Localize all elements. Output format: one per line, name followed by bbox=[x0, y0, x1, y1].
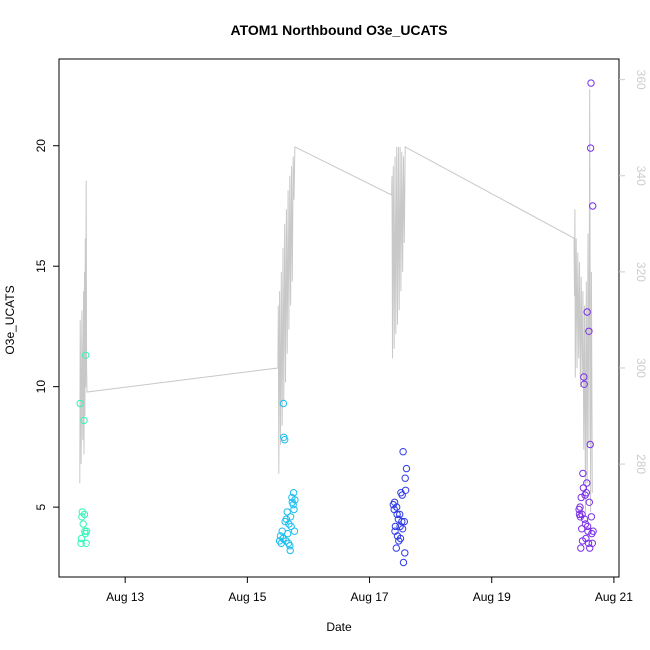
data-point bbox=[396, 534, 405, 543]
data-point bbox=[289, 489, 298, 497]
data-point bbox=[282, 537, 290, 545]
data-point bbox=[291, 496, 299, 504]
y2-tick-label: 280 bbox=[634, 454, 648, 474]
data-point bbox=[585, 498, 593, 506]
x-tick-label: Aug 13 bbox=[106, 590, 144, 604]
data-point bbox=[399, 448, 407, 456]
data-point bbox=[396, 522, 404, 531]
y-tick-label: 10 bbox=[34, 380, 48, 394]
data-point bbox=[583, 308, 591, 316]
y2-tick-label: 300 bbox=[634, 358, 648, 378]
data-point bbox=[281, 436, 289, 444]
x-tick-label: Aug 21 bbox=[595, 590, 633, 604]
data-point bbox=[584, 539, 593, 547]
data-point bbox=[82, 351, 90, 359]
y-axis-label: O3e_UCATS bbox=[3, 285, 17, 354]
data-point bbox=[580, 380, 588, 388]
secondary-series-line bbox=[79, 89, 593, 513]
data-point bbox=[402, 464, 411, 473]
data-point bbox=[585, 327, 593, 335]
data-point bbox=[398, 517, 406, 526]
data-point bbox=[396, 510, 404, 519]
data-point bbox=[587, 513, 596, 521]
data-point bbox=[390, 498, 399, 506]
data-point bbox=[392, 544, 400, 552]
data-point bbox=[393, 510, 401, 519]
data-point bbox=[581, 520, 590, 528]
data-point bbox=[285, 520, 293, 528]
data-point bbox=[580, 373, 588, 381]
data-point bbox=[286, 546, 294, 555]
data-point bbox=[399, 558, 408, 567]
data-point bbox=[576, 503, 584, 511]
x-axis-label: Date bbox=[326, 620, 352, 634]
data-point bbox=[400, 517, 408, 526]
data-point bbox=[398, 525, 407, 533]
data-point bbox=[290, 527, 299, 535]
x-tick-label: Aug 17 bbox=[351, 590, 389, 604]
data-point bbox=[80, 510, 89, 519]
data-point bbox=[289, 501, 297, 509]
data-point bbox=[286, 513, 295, 521]
data-point bbox=[279, 399, 288, 408]
data-point bbox=[583, 479, 591, 487]
data-point bbox=[82, 527, 91, 535]
y-tick-label: 15 bbox=[34, 259, 48, 273]
data-point bbox=[401, 549, 409, 557]
data-point bbox=[393, 503, 401, 511]
data-point bbox=[76, 399, 84, 408]
data-point bbox=[79, 520, 87, 528]
data-point bbox=[401, 474, 409, 482]
data-point bbox=[287, 522, 295, 531]
data-point bbox=[401, 486, 410, 494]
data-point bbox=[286, 542, 294, 550]
y-tick-label: 5 bbox=[34, 503, 48, 510]
data-point bbox=[77, 534, 86, 543]
y2-tick-label: 320 bbox=[634, 262, 648, 282]
data-point bbox=[284, 529, 292, 538]
x-tick-label: Aug 15 bbox=[228, 590, 266, 604]
data-point bbox=[587, 79, 595, 87]
y2-tick-label: 340 bbox=[634, 166, 648, 186]
plot-area bbox=[76, 79, 597, 567]
data-point bbox=[588, 539, 596, 547]
data-point bbox=[589, 202, 597, 210]
data-point bbox=[580, 515, 589, 523]
data-point bbox=[579, 469, 587, 478]
data-point bbox=[577, 544, 585, 552]
data-point bbox=[290, 505, 298, 514]
data-point bbox=[586, 440, 594, 449]
data-point bbox=[82, 539, 90, 547]
data-point bbox=[586, 144, 595, 152]
data-point bbox=[283, 508, 291, 516]
y-tick-label: 20 bbox=[34, 139, 48, 153]
data-point bbox=[77, 539, 85, 547]
data-point bbox=[80, 416, 88, 425]
data-point bbox=[582, 489, 590, 497]
data-point bbox=[584, 527, 592, 535]
data-point bbox=[583, 522, 592, 531]
x-tick-label: Aug 19 bbox=[473, 590, 511, 604]
data-point bbox=[78, 508, 87, 516]
data-point bbox=[391, 522, 400, 531]
data-point bbox=[398, 491, 406, 499]
data-point bbox=[276, 532, 285, 540]
plot-frame bbox=[58, 58, 620, 578]
chart-title: ATOM1 Northbound O3e_UCATS bbox=[231, 22, 448, 38]
data-point bbox=[589, 527, 597, 535]
data-point bbox=[78, 513, 86, 521]
data-point bbox=[577, 493, 585, 502]
y2-tick-label: 360 bbox=[634, 70, 648, 90]
